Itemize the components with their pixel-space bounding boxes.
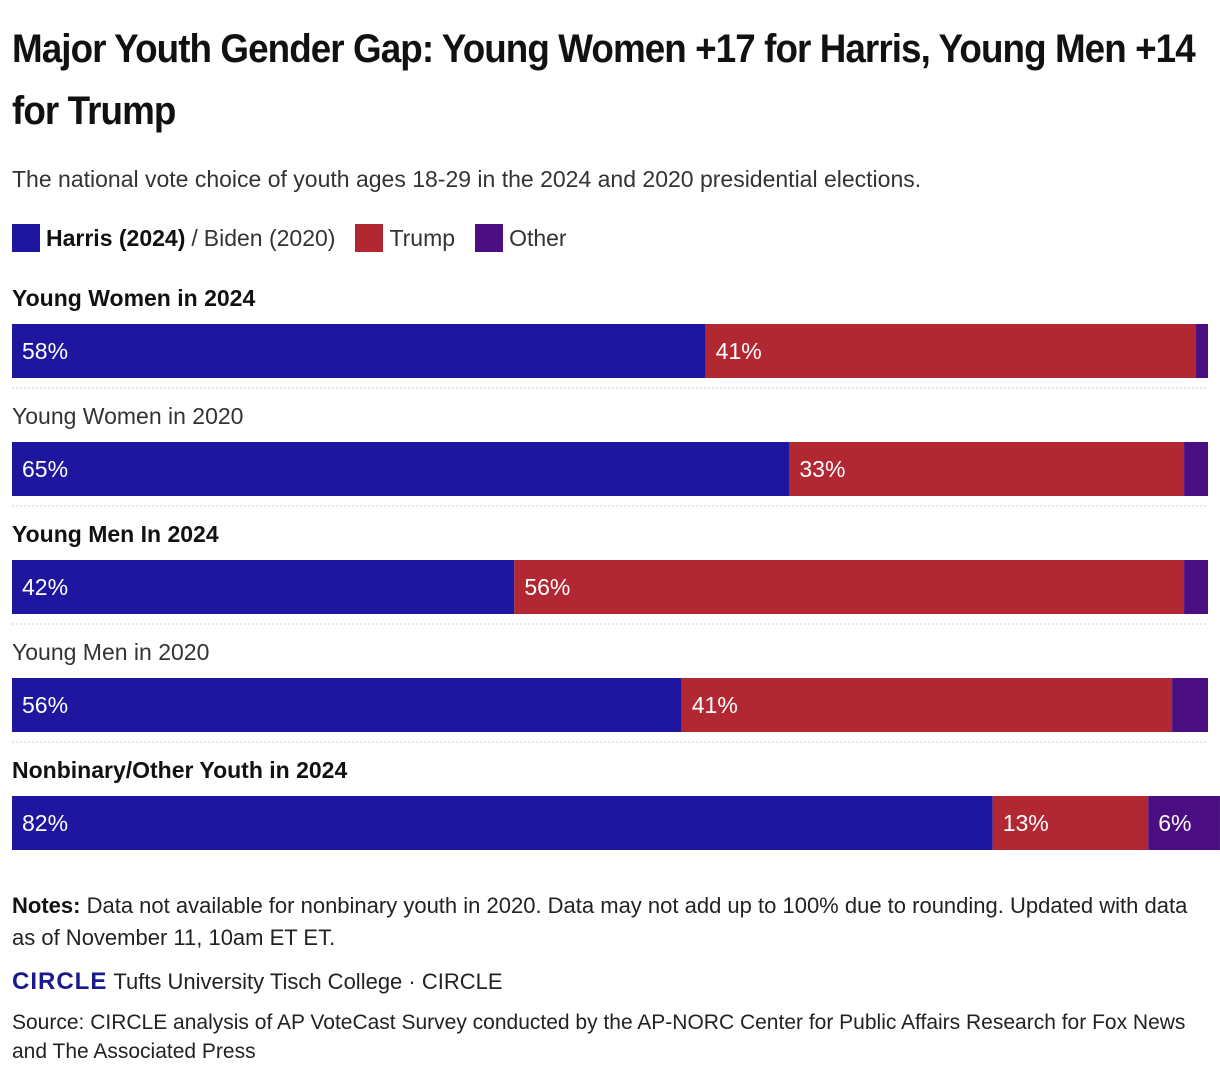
category-label: Young Women in 2024 <box>12 285 255 311</box>
bar-segment-trump <box>789 442 1185 496</box>
bar-segment-dem <box>12 796 993 850</box>
legend-swatch-trump <box>355 224 384 252</box>
bar-value-label: 33% <box>799 456 845 482</box>
legend-separator: / <box>191 224 198 251</box>
notes-text: Data not available for nonbinary youth i… <box>12 893 1188 950</box>
brand-credit: Tufts University Tisch College · CIRCLE <box>113 969 503 994</box>
category-label: Young Men in 2020 <box>12 639 209 665</box>
bar-segment-dem <box>12 678 682 732</box>
bar-segment-other <box>1196 324 1208 378</box>
legend-swatch-dem <box>12 224 40 252</box>
legend-item-trump: Trump <box>355 224 455 252</box>
legend-item-dem: Harris (2024) / Biden (2020) <box>12 224 335 252</box>
bar-segment-dem <box>12 324 706 378</box>
notes-label: Notes: <box>12 893 81 918</box>
brand-line: CIRCLE Tufts University Tisch College · … <box>12 968 503 996</box>
chart-subtitle: The national vote choice of youth ages 1… <box>12 166 922 192</box>
bar-value-label: 56% <box>524 574 570 600</box>
bar-value-label: 65% <box>22 456 68 482</box>
bar-value-label: 41% <box>692 692 738 718</box>
bar-value-label: 41% <box>716 338 762 364</box>
bar-segment-dem <box>12 560 515 614</box>
notes: Notes: Data not available for nonbinary … <box>12 890 1212 954</box>
legend: Harris (2024) / Biden (2020) Trump Other <box>12 224 587 252</box>
legend-item-other: Other <box>475 224 567 252</box>
bar-segment-trump <box>681 678 1173 732</box>
bar-segment-dem <box>12 442 790 496</box>
chart-title: Major Youth Gender Gap: Young Women +17 … <box>12 27 1196 133</box>
category-label: Young Men In 2024 <box>12 521 219 547</box>
bar-value-label: 13% <box>1003 810 1049 836</box>
circle-logo: CIRCLE <box>12 968 108 995</box>
bar-value-label: 82% <box>22 810 68 836</box>
bar-value-label: 42% <box>22 574 68 600</box>
category-label: Nonbinary/Other Youth in 2024 <box>12 757 347 783</box>
category-label: Young Women in 2020 <box>12 403 243 429</box>
source-text: Source: CIRCLE analysis of AP VoteCast S… <box>12 1011 1186 1063</box>
bar-value-label: 56% <box>22 692 68 718</box>
legend-label-other: Other <box>509 224 567 251</box>
bar-segment-trump <box>514 560 1185 614</box>
bar-segment-trump <box>705 324 1197 378</box>
legend-label-harris: Harris (2024) <box>46 224 186 251</box>
bar-segment-other <box>1172 678 1208 732</box>
bar-value-label: 58% <box>22 338 68 364</box>
legend-label-trump: Trump <box>389 224 456 251</box>
legend-swatch-other <box>475 224 504 252</box>
bar-segment-trump <box>992 796 1149 850</box>
bar-segment-other <box>1184 442 1208 496</box>
bar-value-label: 6% <box>1158 810 1191 836</box>
bar-segment-other <box>1184 560 1208 614</box>
bar-segment-other <box>1148 796 1220 850</box>
stacked-bar-chart: Young Women in 2024 58% 41% Young Women in … <box>12 285 1220 850</box>
legend-label-biden: Biden (2020) <box>203 224 336 251</box>
